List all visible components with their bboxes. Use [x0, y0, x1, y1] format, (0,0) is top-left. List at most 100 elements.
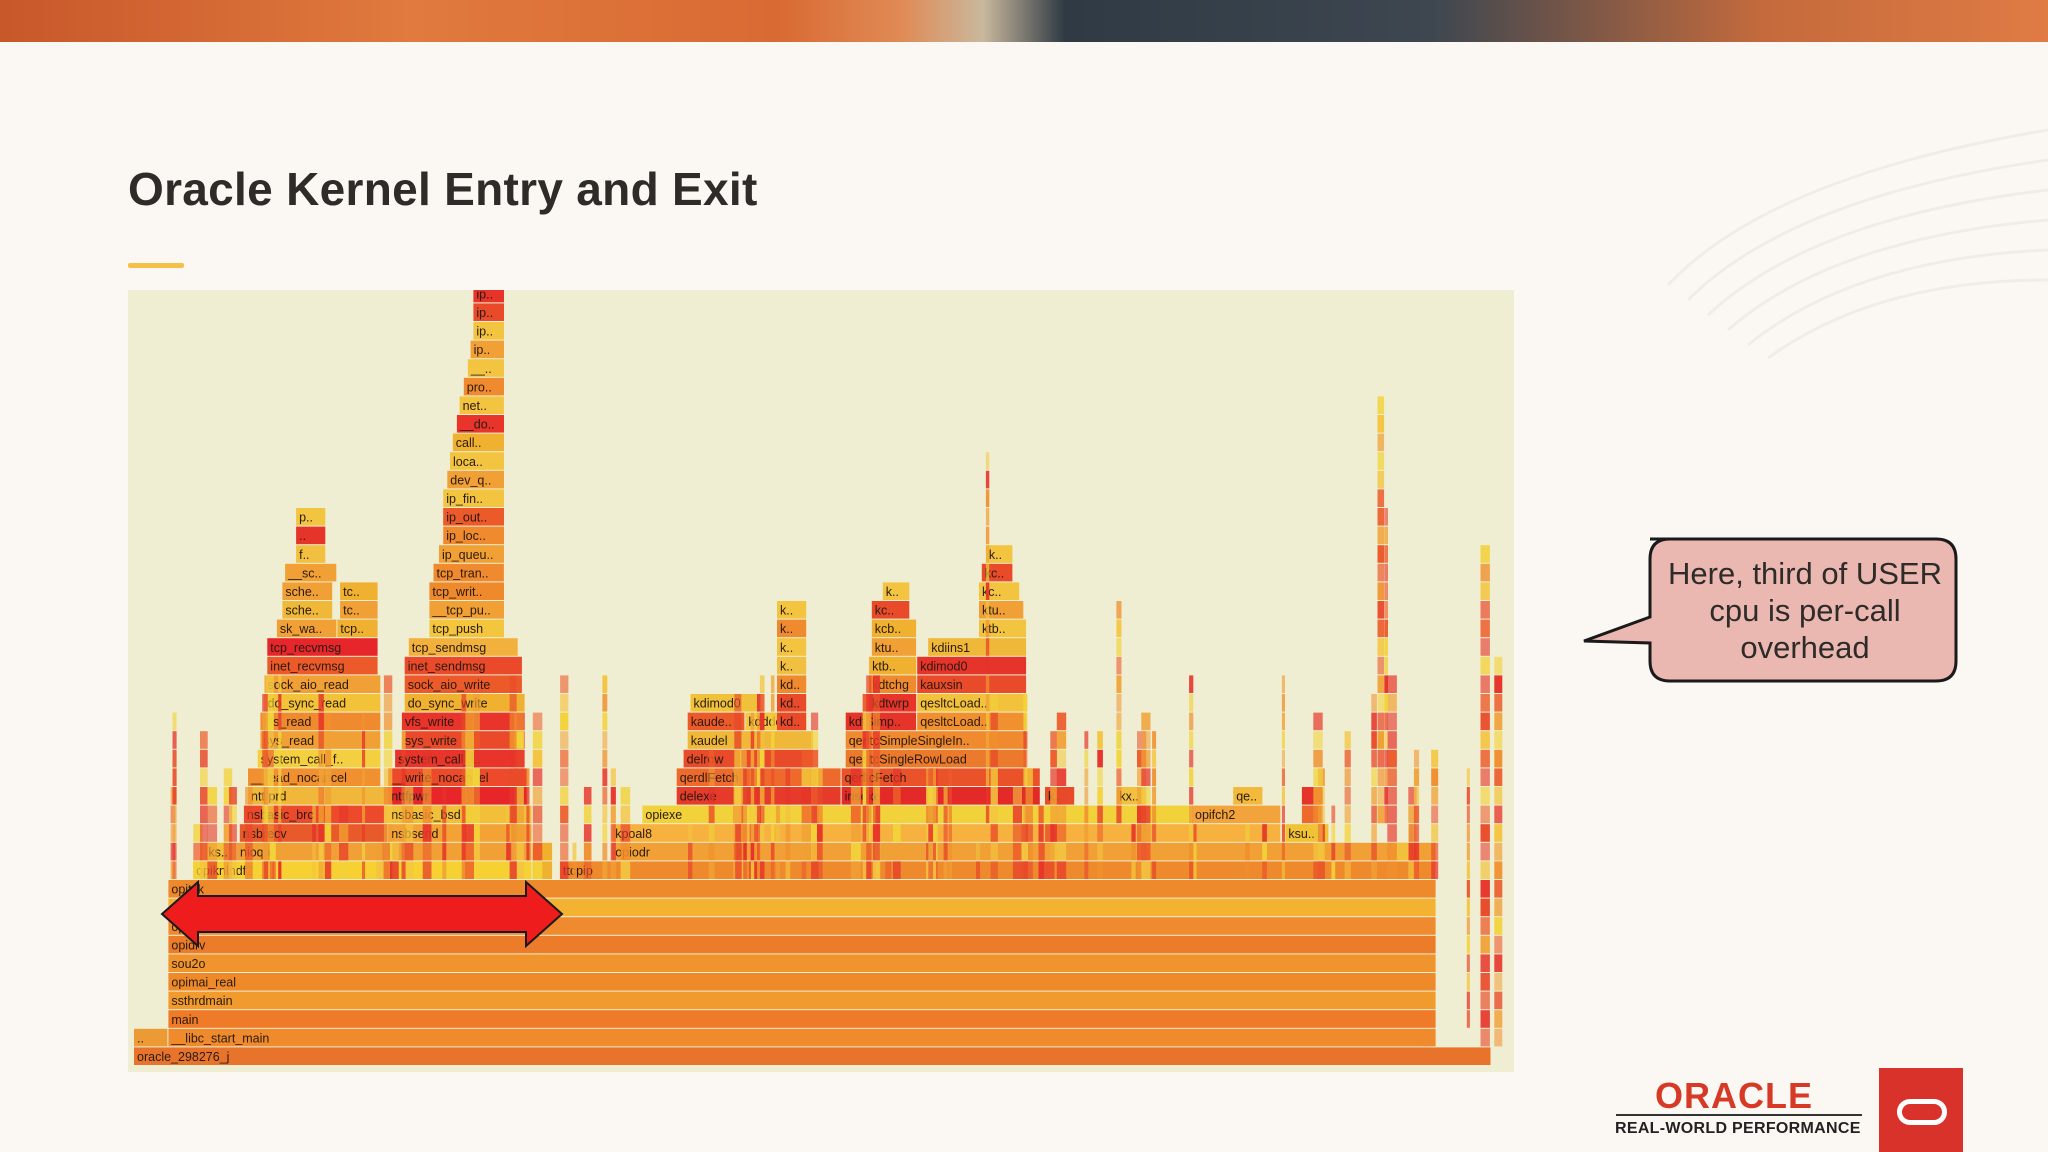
flame-spike-segment	[1494, 954, 1503, 972]
flame-spike-segment	[817, 824, 823, 842]
flame-frame-label: kd..	[780, 678, 800, 692]
flame-frame-rect	[473, 290, 504, 303]
flame-spike-segment	[1494, 935, 1503, 954]
flame-spike-segment	[1494, 917, 1503, 935]
flame-frame-rect	[429, 582, 504, 600]
flame-spike-segment	[312, 861, 316, 879]
flame-spike-segment	[318, 861, 324, 879]
flame-spike-segment	[560, 675, 569, 693]
flame-spike-segment	[775, 805, 781, 824]
flame-spike-segment	[928, 842, 933, 861]
flame-frame-rect	[777, 601, 807, 619]
flame-spike-segment	[806, 842, 812, 861]
flame-spike-segment	[265, 731, 274, 749]
flame-spike-segment	[362, 824, 366, 842]
flame-frame: sock_aio_write	[404, 675, 522, 693]
flame-spike-segment	[811, 787, 819, 805]
flame-frame: oracle_298276_j	[134, 1047, 1491, 1065]
flame-spike-segment	[1281, 731, 1285, 749]
flame-spike-segment	[1131, 842, 1136, 861]
flame-spike-segment	[1281, 805, 1285, 824]
flame-spike-segment	[1245, 861, 1250, 879]
flame-spike-segment	[801, 787, 811, 805]
flame-frame-rect	[917, 694, 1027, 712]
flame-spike-segment	[1313, 805, 1323, 824]
flame-spike-segment	[1466, 824, 1470, 842]
flame-spike-segment	[1377, 805, 1385, 824]
flame-spike-segment	[1152, 768, 1157, 786]
flame-spike-segment	[362, 787, 366, 805]
flame-spike-segment	[560, 787, 569, 805]
flame-spike-segment	[750, 731, 755, 749]
flame-spike-segment	[473, 787, 480, 805]
flame-frame-label: vfs_write	[405, 715, 454, 729]
flame-spike-segment	[1344, 824, 1351, 842]
flame-spike-segment	[1084, 731, 1089, 749]
flame-frame: system_call_f..	[395, 749, 525, 768]
flame-spike-segment	[383, 768, 393, 786]
flame-frame-label: oracle_298276_j	[137, 1050, 229, 1064]
flame-spike-segment	[1025, 787, 1033, 805]
flame-spike-segment	[1193, 842, 1197, 861]
flame-spike-segment	[743, 842, 747, 861]
flame-spike-segment	[948, 805, 952, 824]
flame-frame-rect	[439, 545, 504, 563]
flame-spike-segment	[462, 842, 466, 861]
flame-frame-rect	[687, 712, 745, 731]
flame-frame-label: loca..	[453, 455, 483, 469]
flame-spike-segment	[1371, 768, 1377, 786]
flame-spike-segment	[422, 787, 432, 805]
flame-spike-segment	[1056, 787, 1067, 805]
tagline: REAL-WORLD PERFORMANCE	[1615, 1120, 1861, 1137]
flame-frame-rect	[869, 694, 917, 712]
flame-spike-segment	[401, 768, 406, 786]
flame-spike-segment	[1431, 749, 1439, 768]
flame-spike-segment	[324, 861, 332, 879]
flame-spike-segment	[1377, 563, 1385, 582]
flame-frame: kauxsin	[917, 675, 1027, 693]
flame-spike-segment	[817, 861, 823, 879]
flame-spike-segment	[404, 787, 414, 805]
flame-spike-segment	[532, 787, 543, 805]
slide-title: Oracle Kernel Entry and Exit	[128, 163, 758, 215]
flame-spike-segment	[985, 731, 990, 749]
flame-spike-segment	[172, 861, 177, 879]
flame-spike-segment	[1377, 433, 1385, 452]
flame-spike-segment	[1480, 656, 1490, 675]
flame-spike-segment	[1466, 973, 1470, 991]
flame-spike-segment	[509, 675, 517, 693]
flame-spike-segment	[850, 768, 861, 786]
flame-spike-segment	[1377, 768, 1385, 786]
flame-frame: kc..	[871, 601, 910, 619]
flame-spike-segment	[1480, 545, 1490, 563]
flame-spike-segment	[1494, 768, 1503, 786]
flame-spike-segment	[381, 842, 390, 861]
flame-frame: f..	[296, 545, 326, 563]
flame-spike-segment	[734, 749, 742, 768]
flame-spike-segment	[532, 861, 543, 879]
flame-spike-segment	[1480, 935, 1490, 954]
flame-spike-segment	[817, 805, 823, 824]
flame-spike-segment	[207, 861, 218, 879]
overhead-double-arrow	[160, 879, 564, 949]
flame-spike-segment	[461, 712, 467, 731]
flame-frame-label: tc..	[343, 604, 360, 618]
flame-spike-segment	[873, 712, 880, 731]
flame-spike-segment	[1466, 991, 1470, 1010]
flame-spike-segment	[893, 861, 901, 879]
flame-spike-segment	[1384, 508, 1388, 526]
flame-spike-segment	[383, 824, 393, 842]
flame-spike-segment	[866, 749, 872, 768]
flame-spike-segment	[1480, 824, 1490, 842]
flame-frame-label: __libc_start_main	[170, 1031, 269, 1045]
flame-frame-label: call..	[456, 436, 482, 450]
flame-spike-segment	[229, 824, 237, 842]
flame-spike-segment	[1494, 749, 1503, 768]
flame-frame-rect	[456, 415, 504, 433]
flame-spike-segment	[708, 842, 715, 861]
flame-spike-segment	[770, 824, 775, 842]
flame-spike-segment	[172, 731, 177, 749]
flame-spike-segment	[207, 824, 218, 842]
flame-spike-segment	[1384, 805, 1388, 824]
flame-spike-segment	[1331, 824, 1336, 842]
